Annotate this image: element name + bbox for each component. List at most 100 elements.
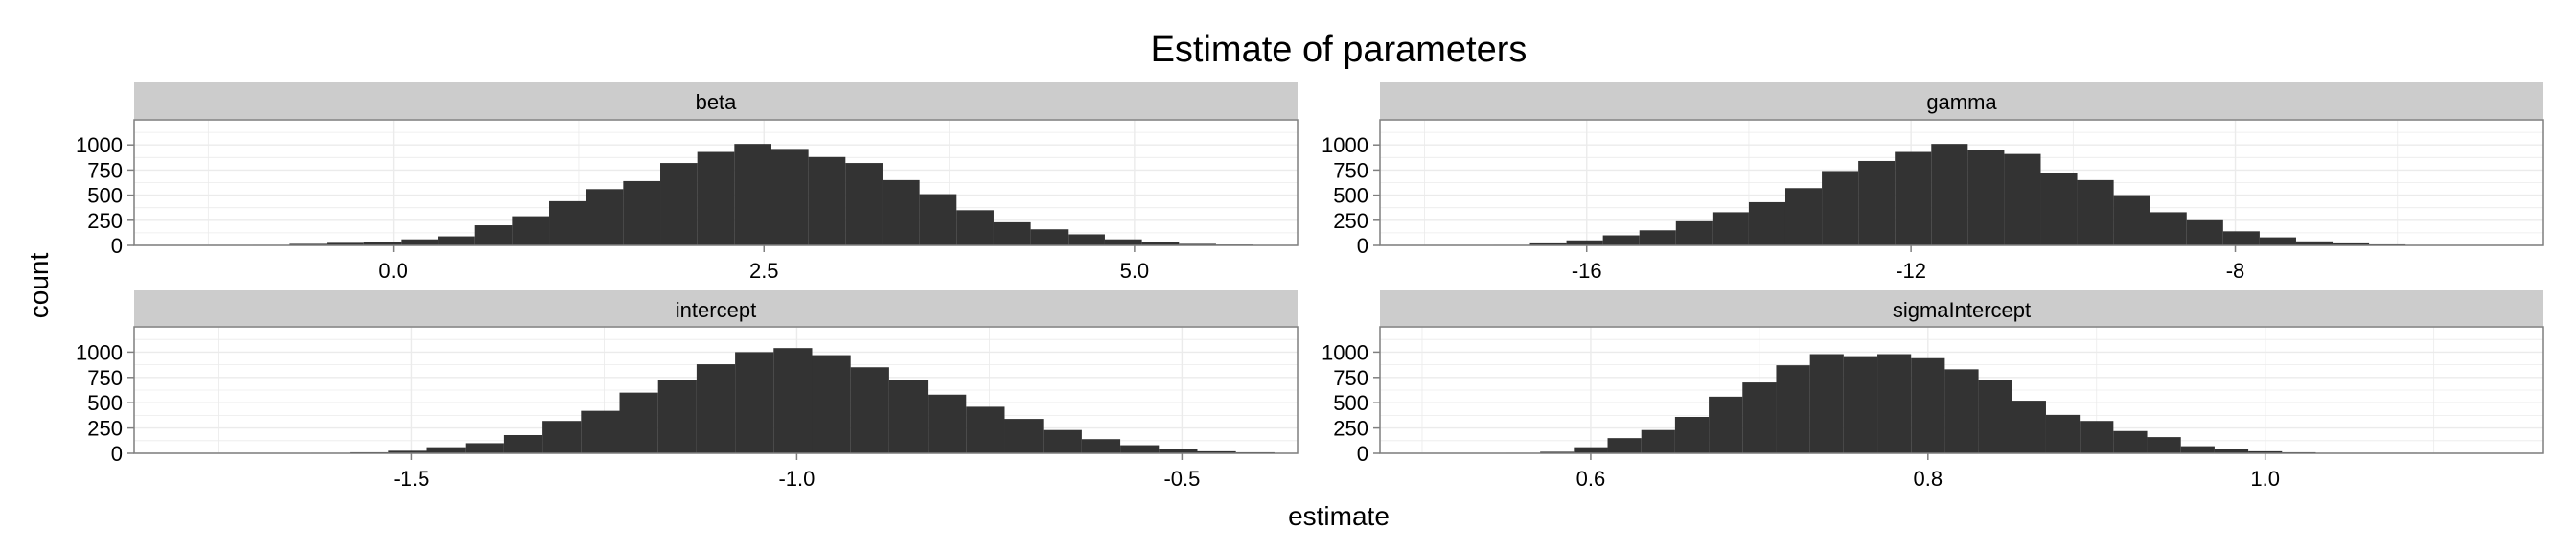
- histogram-bar: [1822, 171, 1859, 245]
- y-tick-label: 750: [87, 158, 123, 182]
- histogram-bar: [1566, 240, 1603, 245]
- histogram-bar: [1709, 396, 1743, 453]
- histogram-bar: [1931, 144, 1968, 245]
- histogram-bar: [327, 242, 364, 245]
- histogram-bar: [697, 151, 735, 245]
- histogram-bar: [1120, 445, 1160, 453]
- histogram-bar: [2186, 219, 2223, 245]
- histogram-bar: [1877, 354, 1912, 453]
- histogram-bar: [1574, 447, 1608, 453]
- histogram-bar: [1944, 369, 1979, 453]
- histogram-bar: [503, 434, 543, 453]
- y-tick-label: 500: [1333, 184, 1368, 208]
- histogram-bar: [1742, 382, 1777, 453]
- histogram-bar: [2113, 195, 2150, 245]
- histogram-bar: [465, 443, 504, 453]
- histogram-bar: [512, 216, 550, 245]
- y-tick-label: 500: [87, 184, 123, 208]
- histogram-bar: [426, 447, 466, 453]
- histogram-bar: [657, 380, 697, 453]
- y-tick-label: 750: [1333, 366, 1368, 390]
- histogram-bar: [1530, 242, 1567, 245]
- histogram-bar: [2080, 421, 2114, 453]
- y-axis-title: count: [24, 253, 54, 319]
- histogram-bar: [1004, 419, 1044, 453]
- histogram-bar: [1784, 188, 1823, 245]
- histogram-bar: [1602, 235, 1640, 245]
- x-tick-label: 2.5: [749, 259, 779, 283]
- panel-border: [133, 326, 1299, 454]
- panel-border: [1379, 119, 2544, 246]
- histogram-bar: [542, 421, 582, 453]
- histogram-bar: [2040, 172, 2078, 245]
- histogram-bar: [581, 410, 620, 453]
- histogram-bar: [773, 348, 813, 453]
- y-tick-label: 750: [1333, 158, 1368, 182]
- histogram-bar: [1043, 429, 1082, 453]
- histogram-bar: [401, 239, 439, 245]
- histogram-bar: [586, 189, 624, 245]
- facet-strip-label: intercept: [676, 298, 756, 322]
- histogram-bar: [1858, 160, 1896, 245]
- y-tick-label: 250: [87, 417, 123, 441]
- histogram-bar: [1748, 201, 1785, 245]
- histogram-bar: [363, 242, 402, 245]
- histogram-bar: [2214, 448, 2249, 453]
- histogram-bar: [1809, 354, 1844, 453]
- x-tick-label: 0.6: [1576, 467, 1606, 491]
- histogram-bar: [2113, 430, 2148, 453]
- histogram-bar: [549, 200, 586, 245]
- histogram-bar: [1641, 429, 1675, 453]
- histogram-bar: [438, 236, 475, 245]
- panel-border: [133, 119, 1299, 246]
- histogram-bar: [845, 163, 883, 245]
- y-tick-label: 500: [1333, 391, 1368, 415]
- histogram-bar: [623, 180, 661, 245]
- y-tick-label: 250: [87, 209, 123, 233]
- histogram-bar: [1540, 451, 1575, 453]
- histogram-bar: [2222, 231, 2260, 245]
- y-tick-label: 750: [87, 366, 123, 390]
- facet-strip-label: beta: [696, 90, 738, 114]
- histogram-bar: [1776, 365, 1810, 453]
- histogram-bar: [696, 364, 736, 453]
- histogram-bar: [812, 355, 851, 453]
- facet-strip: [1380, 290, 2543, 327]
- histogram-bar: [1843, 356, 1878, 453]
- y-tick-label: 1000: [76, 340, 123, 364]
- histogram-bar: [734, 144, 771, 245]
- y-tick-label: 1000: [1322, 133, 1368, 157]
- histogram-bar: [1712, 212, 1749, 245]
- histogram-bar: [2045, 414, 2081, 453]
- histogram-bar: [289, 243, 328, 245]
- histogram-bar: [735, 352, 774, 453]
- x-tick-label: -8: [2226, 259, 2245, 283]
- histogram-bar: [966, 406, 1005, 453]
- histogram-bar: [2077, 179, 2114, 245]
- x-tick-label: -1.0: [778, 467, 815, 491]
- histogram-bar: [388, 450, 427, 453]
- x-tick-label: 5.0: [1120, 259, 1150, 283]
- histogram-bar: [2150, 212, 2187, 245]
- histogram-bar: [1967, 150, 2005, 245]
- histogram-bar: [1104, 239, 1142, 245]
- histogram-bar: [1895, 151, 1932, 245]
- x-tick-label: 1.0: [2250, 467, 2280, 491]
- histogram-bar: [2012, 401, 2046, 453]
- y-tick-label: 0: [111, 234, 123, 258]
- facet-strip: [134, 290, 1298, 327]
- y-tick-label: 1000: [76, 133, 123, 157]
- histogram-bar: [2248, 450, 2283, 453]
- histogram-bar: [919, 194, 957, 245]
- x-tick-label: 0.8: [1914, 467, 1944, 491]
- histogram-bar: [660, 163, 698, 245]
- facet-strip-label: sigmaIntercept: [1893, 298, 2031, 322]
- histogram-bar: [1030, 229, 1069, 245]
- histogram-bar: [1911, 357, 1945, 453]
- y-tick-label: 500: [87, 391, 123, 415]
- facet-strip: [134, 82, 1298, 120]
- histogram-bar: [1674, 416, 1710, 453]
- facet-strip-label: gamma: [1926, 90, 1997, 114]
- histogram-bar: [1675, 220, 1713, 245]
